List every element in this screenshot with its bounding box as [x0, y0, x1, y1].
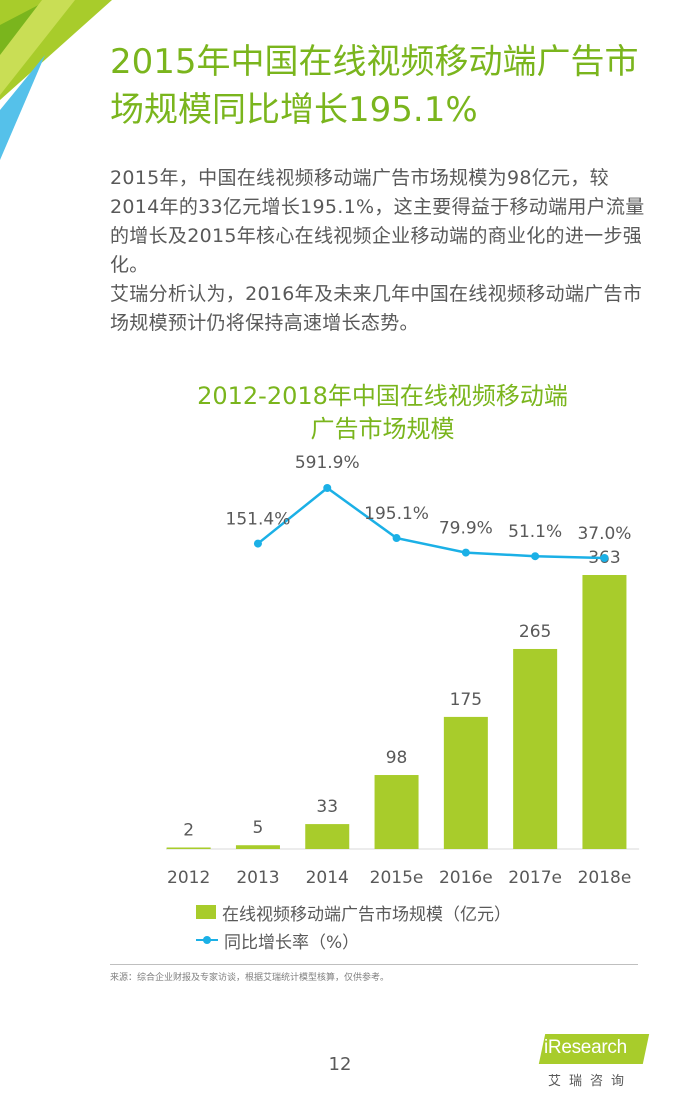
bar [235, 845, 280, 849]
growth-label: 195.1% [364, 504, 429, 524]
x-tick-label: 2017e [508, 868, 562, 888]
growth-point [392, 534, 401, 543]
growth-point [461, 548, 470, 557]
growth-point [600, 554, 609, 562]
growth-point [253, 539, 262, 548]
bar [374, 775, 419, 849]
legend-label: 在线视频移动端广告市场规模（亿元） [222, 904, 511, 925]
growth-label: 151.4% [226, 510, 291, 530]
bar [582, 575, 627, 849]
bar-value-label: 265 [519, 622, 551, 642]
source-note: 来源：综合企业财报及专家访谈，根据艾瑞统计模型核算，仅供参考。 [110, 973, 390, 983]
bar [443, 716, 488, 849]
bar [166, 847, 211, 849]
bar-value-label: 2 [183, 820, 194, 840]
bar [305, 824, 350, 849]
growth-label: 37.0% [577, 524, 631, 544]
growth-label: 51.1% [508, 522, 562, 542]
body-text: 2015年，中国在线视频移动端广告市场规模为98亿元，较2014年的33亿元增长… [110, 164, 655, 338]
x-tick-label: 2015e [370, 868, 424, 888]
growth-label: 79.9% [439, 519, 493, 539]
chart-title-line: 广告市场规模 [310, 415, 455, 443]
chart-title-line: 2012-2018年中国在线视频移动端 [197, 382, 568, 410]
x-tick-label: 2013 [236, 868, 279, 888]
legend-swatch-line [196, 933, 218, 947]
x-tick-label: 2014 [306, 868, 349, 888]
bar [513, 648, 558, 849]
market-size-chart: 2 2012 5 2013 33 2014 98 2015e 175 2016e 265 2017e 3… [166, 453, 640, 888]
growth-point [531, 552, 540, 561]
logo-text: iResearch [544, 1037, 627, 1058]
x-tick-label: 2018e [578, 868, 632, 888]
chart-title: 2012-2018年中国在线视频移动端 广告市场规模 [110, 380, 655, 446]
iresearch-logo: iResearch 艾瑞咨询 [538, 1034, 650, 1094]
bar-value-label: 33 [316, 797, 338, 817]
legend-swatch-bar [196, 905, 216, 919]
legend-item-bar: 在线视频移动端广告市场规模（亿元） [196, 898, 511, 926]
page-heading: 2015年中国在线视频移动端广告市场规模同比增长195.1% [110, 42, 639, 130]
growth-point [323, 484, 332, 492]
corner-decoration [0, 0, 112, 160]
chart-legend: 在线视频移动端广告市场规模（亿元） 同比增长率（%） [196, 898, 511, 954]
body-paragraph: 2015年，中国在线视频移动端广告市场规模为98亿元，较2014年的33亿元增长… [110, 167, 645, 276]
x-tick-label: 2016e [439, 868, 493, 888]
body-paragraph: 艾瑞分析认为，2016年及未来几年中国在线视频移动端广告市场规模预计仍将保持高速… [110, 283, 643, 334]
bar-value-label: 98 [386, 748, 408, 768]
page-number: 12 [328, 1054, 352, 1075]
growth-label: 591.9% [295, 453, 360, 473]
bar-value-label: 5 [253, 818, 264, 838]
growth-line [257, 486, 605, 560]
logo-subtitle: 艾瑞咨询 [548, 1074, 633, 1089]
bar-value-label: 175 [450, 690, 482, 710]
legend-item-line: 同比增长率（%） [196, 926, 511, 954]
legend-label: 同比增长率（%） [224, 932, 360, 953]
footer-divider [110, 964, 638, 965]
x-tick-label: 2012 [167, 868, 210, 888]
